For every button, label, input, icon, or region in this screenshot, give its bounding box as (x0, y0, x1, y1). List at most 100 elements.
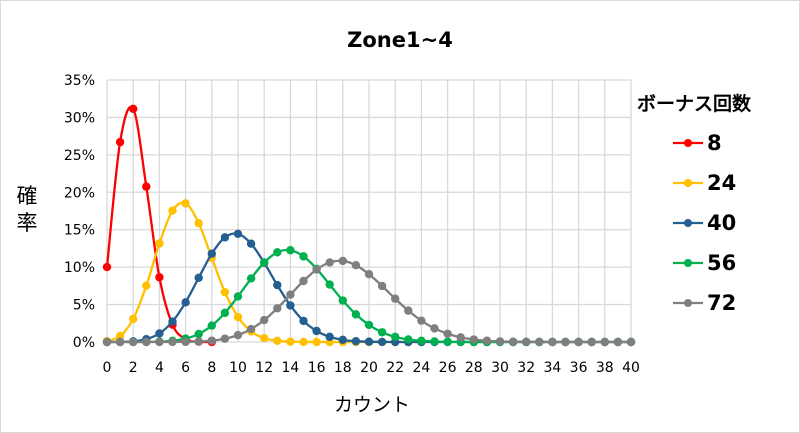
x-tick-label: 18 (334, 360, 352, 376)
data-point (129, 104, 138, 114)
data-point (299, 252, 308, 261)
data-point (443, 337, 452, 346)
y-tick-label: 30% (64, 110, 95, 126)
data-point (417, 336, 426, 346)
data-point (312, 265, 321, 274)
x-tick-label: 22 (386, 360, 404, 376)
y-tick-label: 35% (64, 73, 95, 89)
data-point (613, 337, 623, 347)
data-point (299, 316, 308, 326)
data-point (443, 329, 452, 338)
data-point (115, 137, 125, 147)
data-point (246, 274, 256, 283)
data-point (260, 315, 269, 325)
data-point (495, 337, 505, 346)
data-point (273, 280, 282, 290)
legend-item-56: 56 (672, 248, 736, 278)
x-tick-label: 4 (155, 360, 164, 376)
data-point (233, 292, 243, 301)
data-point (194, 337, 203, 346)
data-point (194, 219, 203, 228)
data-point (535, 337, 544, 347)
x-tick-label: 10 (229, 360, 247, 376)
y-tick-label: 0% (73, 335, 95, 351)
data-point (338, 335, 347, 345)
data-point (181, 337, 190, 347)
data-point (325, 332, 334, 342)
data-point (220, 233, 230, 242)
data-point (233, 312, 243, 322)
data-point (246, 239, 256, 248)
data-point (168, 317, 177, 326)
x-tick-label: 38 (596, 360, 614, 376)
x-tick-label: 16 (308, 360, 326, 376)
data-point (351, 336, 361, 346)
data-point (430, 337, 439, 346)
data-point (155, 239, 164, 248)
data-point (312, 337, 321, 347)
data-point (364, 269, 374, 279)
data-point (155, 337, 164, 347)
data-point (469, 335, 478, 344)
data-point (286, 301, 295, 310)
x-tick-label: 14 (281, 360, 299, 376)
x-tick-label: 20 (360, 360, 378, 376)
data-point (299, 276, 308, 286)
legend-marker-icon (673, 259, 703, 267)
legend-item-40: 40 (672, 208, 736, 238)
legend-marker-icon (673, 139, 703, 147)
y-tick-label: 25% (64, 148, 95, 164)
x-tick-label: 30 (491, 360, 509, 376)
series-72 (102, 256, 636, 347)
data-point (351, 310, 361, 319)
data-point (377, 337, 387, 347)
data-point (129, 314, 138, 324)
data-point (561, 337, 570, 347)
data-point (364, 320, 374, 330)
data-point (220, 334, 230, 343)
data-point (273, 248, 282, 257)
data-point (260, 258, 269, 267)
data-point (142, 182, 151, 191)
x-tick-label: 26 (439, 360, 457, 376)
x-tick-label: 12 (255, 360, 273, 376)
data-point (207, 249, 216, 258)
y-tick-label: 15% (64, 223, 95, 239)
legend-label: 24 (707, 171, 737, 195)
legend-marker-icon (673, 219, 703, 227)
x-tick-label: 6 (181, 360, 190, 376)
data-point (364, 337, 374, 346)
data-point (181, 199, 190, 208)
data-point (155, 273, 164, 282)
legend-label: 56 (707, 251, 737, 275)
data-point (142, 281, 151, 290)
x-tick-label: 40 (622, 360, 640, 376)
legend-item-72: 72 (672, 288, 736, 318)
x-tick-label: 24 (412, 360, 430, 376)
x-tick-label: 8 (207, 360, 216, 376)
data-point (260, 333, 269, 343)
data-point (220, 308, 230, 318)
data-point (338, 296, 347, 305)
data-point (194, 273, 203, 282)
legend-label: 8 (707, 131, 722, 155)
data-point (102, 262, 112, 272)
data-point (430, 324, 439, 333)
data-point (233, 330, 243, 340)
data-point (417, 316, 426, 325)
legend-title: ボーナス回数 (637, 93, 752, 115)
data-point (299, 337, 308, 347)
data-point (312, 326, 321, 336)
data-point (391, 294, 400, 303)
data-point (181, 298, 190, 307)
data-point (456, 333, 465, 342)
data-point (325, 280, 334, 289)
x-tick-label: 0 (103, 360, 112, 376)
data-point (233, 229, 243, 239)
data-point (220, 287, 230, 297)
data-point (377, 328, 387, 337)
data-point (325, 258, 334, 267)
legend-item-8: 8 (672, 128, 722, 158)
x-tick-label: 36 (570, 360, 588, 376)
